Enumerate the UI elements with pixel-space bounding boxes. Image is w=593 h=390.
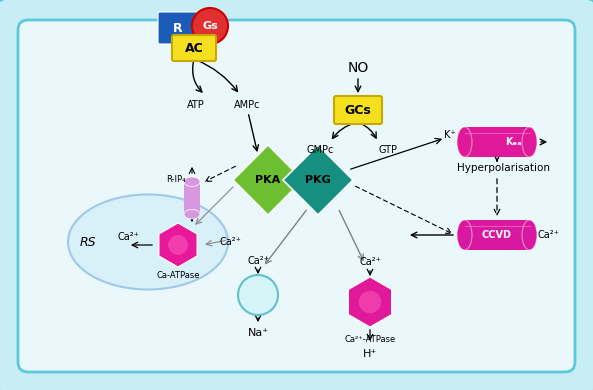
- Ellipse shape: [522, 127, 537, 157]
- Text: Ca²⁺: Ca²⁺: [219, 237, 241, 247]
- Text: AC: AC: [184, 41, 203, 55]
- Text: Hyperpolarisation: Hyperpolarisation: [457, 163, 550, 173]
- Circle shape: [359, 291, 381, 313]
- Text: Gs: Gs: [202, 21, 218, 31]
- Text: NO: NO: [347, 61, 369, 75]
- Polygon shape: [233, 145, 303, 215]
- Text: RS: RS: [79, 236, 96, 248]
- Text: PKA: PKA: [256, 175, 280, 185]
- Text: H⁺: H⁺: [363, 349, 377, 359]
- Text: AMPc: AMPc: [234, 100, 260, 110]
- Ellipse shape: [457, 220, 472, 250]
- Text: GCs: GCs: [345, 103, 371, 117]
- FancyBboxPatch shape: [184, 182, 200, 214]
- Polygon shape: [159, 223, 197, 267]
- Text: CCVD: CCVD: [482, 230, 512, 240]
- Text: Ca-ATPase: Ca-ATPase: [156, 271, 200, 280]
- Text: Ca²⁺: Ca²⁺: [359, 257, 381, 267]
- Ellipse shape: [522, 220, 537, 250]
- FancyBboxPatch shape: [464, 220, 530, 250]
- Ellipse shape: [184, 209, 200, 219]
- Text: K⁺: K⁺: [444, 130, 456, 140]
- Text: Kₑₐ: Kₑₐ: [505, 137, 521, 147]
- FancyBboxPatch shape: [464, 127, 530, 157]
- Text: GTP: GTP: [378, 145, 397, 155]
- Polygon shape: [348, 277, 391, 327]
- Ellipse shape: [457, 127, 472, 157]
- FancyBboxPatch shape: [334, 96, 382, 124]
- Text: GMPc: GMPc: [307, 145, 334, 155]
- Text: Na⁺: Na⁺: [247, 328, 269, 338]
- Text: Ca²⁺: Ca²⁺: [247, 256, 269, 266]
- Circle shape: [192, 8, 228, 44]
- Text: Ca²⁺-ATPase: Ca²⁺-ATPase: [345, 335, 396, 344]
- FancyBboxPatch shape: [158, 12, 198, 44]
- Text: R-IP₄: R-IP₄: [166, 176, 186, 184]
- Ellipse shape: [68, 195, 228, 289]
- Text: Ca²⁺: Ca²⁺: [117, 232, 139, 242]
- Circle shape: [238, 275, 278, 315]
- Text: R: R: [173, 21, 183, 34]
- Text: ATP: ATP: [187, 100, 205, 110]
- Ellipse shape: [184, 177, 200, 186]
- Text: PKG: PKG: [305, 175, 331, 185]
- Text: Ca²⁺: Ca²⁺: [537, 230, 559, 240]
- Circle shape: [168, 235, 188, 255]
- FancyBboxPatch shape: [18, 20, 575, 372]
- Polygon shape: [283, 145, 353, 215]
- FancyBboxPatch shape: [172, 35, 216, 61]
